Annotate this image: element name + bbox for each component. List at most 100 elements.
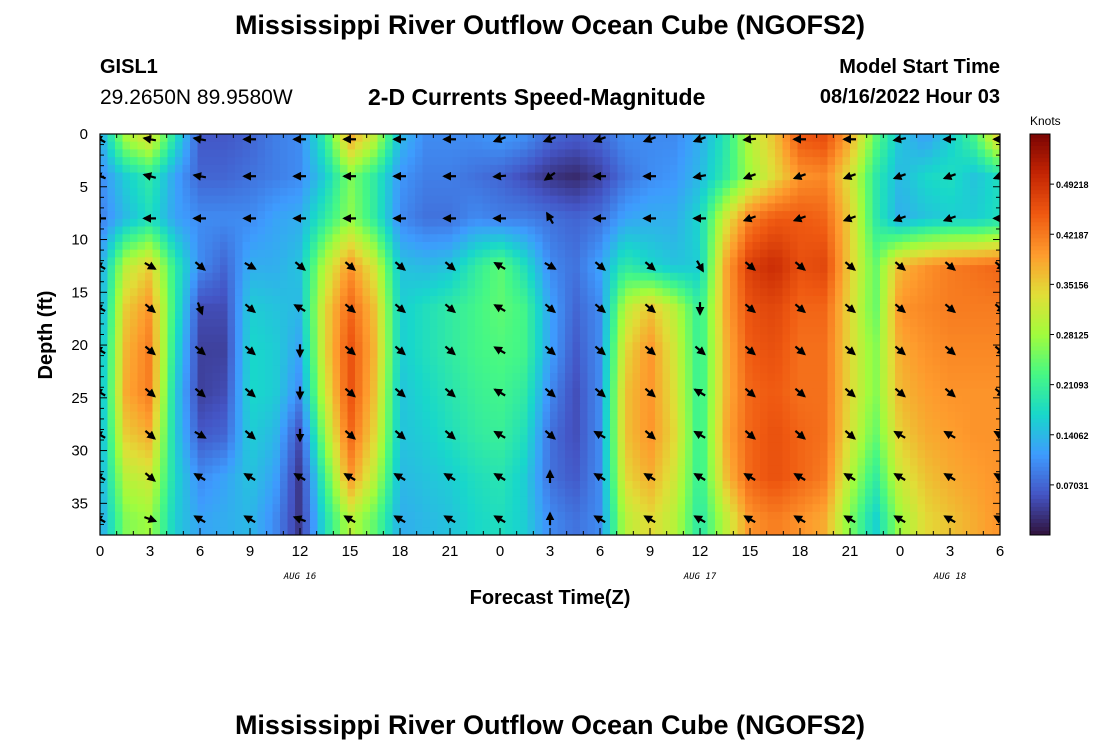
heatmap-cell	[407, 403, 416, 413]
heatmap-cell	[325, 295, 334, 305]
heatmap-cell	[977, 411, 986, 420]
heatmap-cell	[332, 280, 341, 289]
heatmap-cell	[137, 411, 146, 420]
heatmap-cell	[640, 349, 649, 359]
heatmap-cell	[415, 342, 424, 351]
heatmap-cell	[685, 288, 694, 297]
heatmap-cell	[490, 334, 499, 343]
heatmap-cell	[362, 450, 371, 459]
heatmap-cell	[107, 226, 116, 235]
heatmap-cell	[167, 172, 176, 181]
heatmap-cell	[430, 218, 439, 228]
heatmap-cell	[925, 180, 934, 189]
model-start-value: 08/16/2022 Hour 03	[819, 86, 1000, 108]
heatmap-cell	[790, 311, 799, 320]
heatmap-cell	[610, 380, 619, 390]
heatmap-cell	[977, 187, 986, 197]
heatmap-cell	[175, 295, 184, 305]
heatmap-cell	[760, 303, 769, 312]
heatmap-cell	[272, 218, 281, 228]
heatmap-cell	[205, 380, 214, 390]
heatmap-cell	[955, 319, 964, 328]
heatmap-cell	[685, 303, 694, 312]
heatmap-cell	[632, 319, 641, 328]
heatmap-cell	[715, 211, 724, 220]
heatmap-cell	[722, 434, 731, 444]
heatmap-cell	[932, 164, 941, 174]
heatmap-cell	[602, 265, 611, 274]
heatmap-cell	[940, 265, 949, 274]
heatmap-cell	[602, 141, 611, 151]
heatmap-cell	[550, 334, 559, 343]
heatmap-cell	[370, 234, 379, 243]
heatmap-cell	[835, 288, 844, 297]
heatmap-cell	[250, 419, 259, 428]
heatmap-cell	[377, 265, 386, 274]
heatmap-cell	[212, 272, 221, 282]
heatmap-cell	[422, 249, 431, 258]
heatmap-cell	[497, 187, 506, 197]
heatmap-cell	[655, 234, 664, 243]
heatmap-cell	[310, 326, 319, 336]
heatmap-cell	[617, 319, 626, 328]
heatmap-cell	[220, 334, 229, 343]
heatmap-cell	[362, 311, 371, 320]
heatmap-cell	[145, 249, 154, 258]
heatmap-cell	[385, 187, 394, 197]
heatmap-cell	[572, 226, 581, 235]
heatmap-cell	[797, 334, 806, 343]
heatmap-cell	[520, 427, 529, 436]
heatmap-cell	[970, 342, 979, 351]
heatmap-cell	[962, 157, 971, 166]
heatmap-cell	[347, 164, 356, 174]
heatmap-cell	[632, 280, 641, 289]
heatmap-cell	[490, 257, 499, 266]
heatmap-cell	[430, 149, 439, 158]
heatmap-cell	[932, 234, 941, 243]
heatmap-cell	[617, 134, 626, 143]
heatmap-cell	[167, 388, 176, 397]
heatmap-cell	[257, 280, 266, 289]
heatmap-cell	[130, 164, 139, 174]
heatmap-cell	[490, 419, 499, 428]
heatmap-cell	[737, 203, 746, 212]
heatmap-cell	[295, 419, 304, 428]
heatmap-cell	[227, 164, 236, 174]
heatmap-cell	[655, 249, 664, 258]
heatmap-cell	[137, 450, 146, 459]
heatmap-cell	[505, 134, 514, 143]
heatmap-cell	[392, 280, 401, 289]
heatmap-cell	[122, 249, 131, 258]
heatmap-cell	[512, 303, 521, 312]
heatmap-cell	[842, 187, 851, 197]
heatmap-cell	[542, 311, 551, 320]
heatmap-cell	[617, 303, 626, 312]
heatmap-cell	[685, 172, 694, 181]
heatmap-cell	[812, 342, 821, 351]
heatmap-cell	[902, 249, 911, 258]
heatmap-cell	[835, 388, 844, 397]
heatmap-cell	[212, 164, 221, 174]
heatmap-cell	[445, 180, 454, 189]
heatmap-cell	[490, 342, 499, 351]
heatmap-cell	[385, 403, 394, 413]
heatmap-cell	[977, 442, 986, 451]
heatmap-cell	[760, 141, 769, 151]
heatmap-cell	[902, 195, 911, 204]
heatmap-cell	[985, 295, 994, 305]
heatmap-cell	[145, 203, 154, 212]
heatmap-cell	[407, 226, 416, 235]
heatmap-cell	[722, 249, 731, 258]
heatmap-cell	[872, 134, 881, 143]
heatmap-cell	[310, 295, 319, 305]
heatmap-cell	[827, 365, 836, 374]
heatmap-cell	[617, 195, 626, 204]
heatmap-cell	[767, 218, 776, 228]
heatmap-cell	[632, 203, 641, 212]
heatmap-cell	[610, 211, 619, 220]
heatmap-cell	[730, 211, 739, 220]
heatmap-cell	[115, 272, 124, 282]
heatmap-cell	[535, 442, 544, 451]
heatmap-cell	[685, 272, 694, 282]
heatmap-cell	[445, 134, 454, 143]
